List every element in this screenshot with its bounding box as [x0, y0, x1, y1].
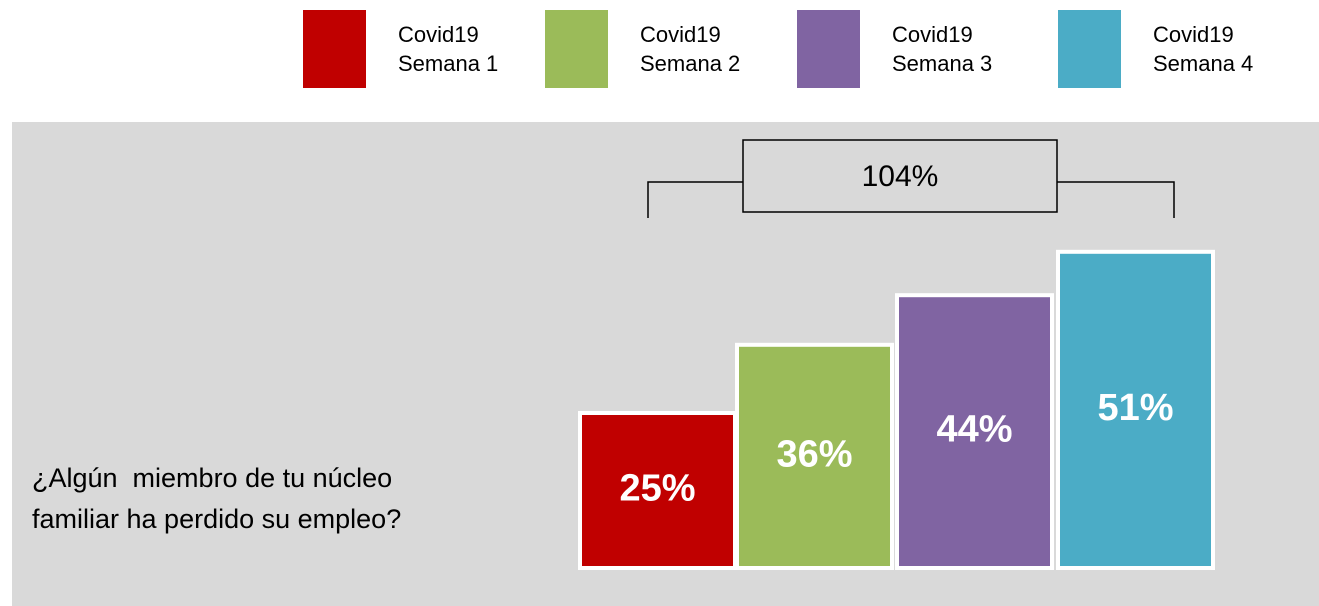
- legend-swatch: [797, 10, 860, 88]
- legend-label: Covid19 Semana 4: [1153, 22, 1254, 76]
- question-line: ¿Algún miembro de tu núcleo: [32, 463, 392, 493]
- bar: [735, 342, 894, 570]
- annotation-box: [742, 139, 1058, 213]
- legend-label: Covid19 Semana 1: [398, 22, 499, 76]
- annotation: 104%: [862, 160, 939, 193]
- value-label: 25%: [619, 468, 695, 510]
- legend-label: Covid19 Semana 2: [640, 22, 741, 76]
- bracket: [647, 181, 1175, 218]
- bar: [895, 293, 1054, 570]
- legend-swatch: [545, 10, 608, 88]
- question-line: familiar ha perdido su empleo?: [32, 504, 401, 534]
- legend-swatch: [303, 10, 366, 88]
- legend-label: Covid19 Semana 3: [892, 22, 993, 76]
- value-label: 44%: [936, 409, 1012, 451]
- legend-swatch: [1058, 10, 1121, 88]
- value-label: 36%: [776, 433, 852, 475]
- value-label: 51%: [1097, 387, 1173, 429]
- bar: [1056, 249, 1215, 571]
- bar: [578, 411, 737, 570]
